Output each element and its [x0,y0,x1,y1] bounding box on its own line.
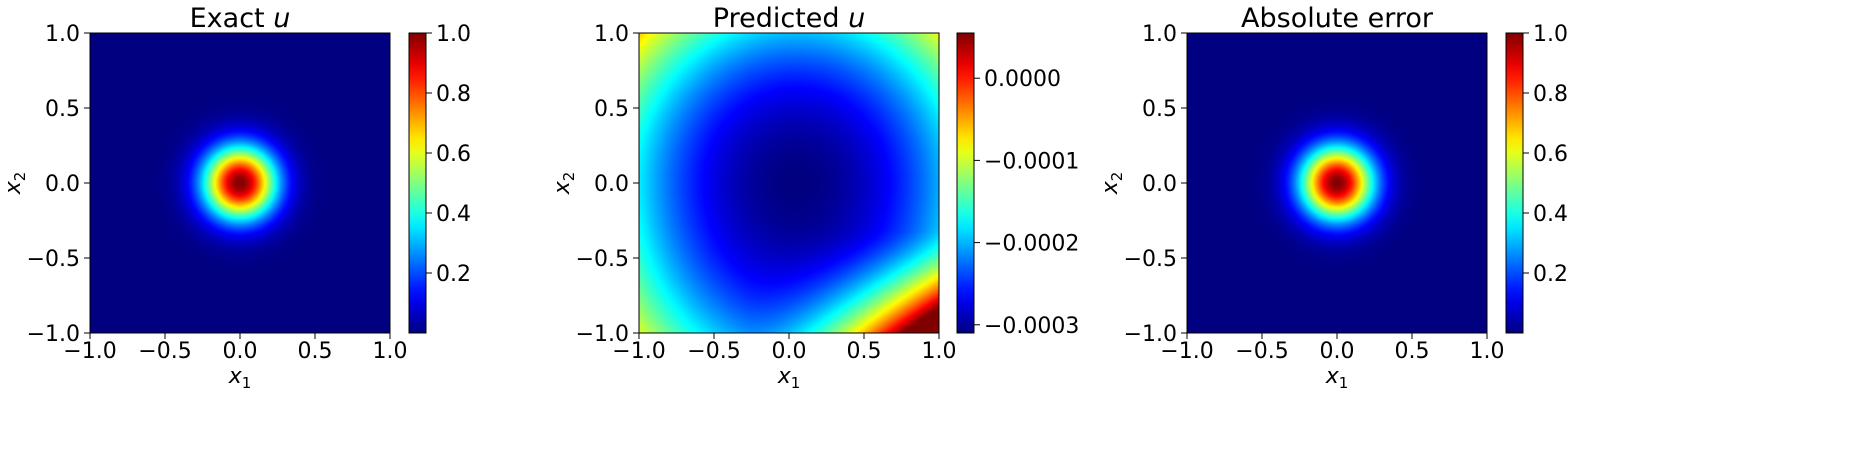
x-tick-label: 1.0 [373,339,408,364]
x-axis-label: x1 [1325,364,1349,392]
colorbar-frame [408,32,427,334]
colorbar-tick-label: 0.2 [436,262,471,287]
y-tick-label: 0.5 [594,97,629,122]
x-tick-label: −0.5 [1235,339,1288,364]
y-tick-label: 0.5 [1142,97,1177,122]
colorbar-tick-label: 0.6 [1533,142,1568,167]
x-tick-label: 1.0 [1470,339,1505,364]
y-tick-label: 0.0 [45,172,80,197]
y-tick-label: 0.5 [45,97,80,122]
panel-title: Exact u [190,3,291,34]
colorbar-tick-label: 1.0 [436,22,471,47]
panel-3: Absolute error −1.0 −0.5 0.0 0.5 1.0 −1.0 −0.5 0… [1098,3,1568,392]
panel-title-text: Absolute error [1241,3,1434,34]
colorbar-tick-label: 0.8 [436,82,471,107]
y-tick-label: 0.0 [594,172,629,197]
x-tick-label: −1.0 [612,339,665,364]
panel-2: Predicted u−1.0 −0.5 0.0 0.5 1.0−1.0−0.50.00… [550,3,1079,392]
colorbar-frame [1505,32,1524,334]
x-tick-label: 0.5 [298,339,333,364]
colorbar-tick-label: 0.6 [436,142,471,167]
x-axis-label: x1 [777,364,801,392]
panel-title-variable: u [848,3,865,34]
x-tick-label: −1.0 [1160,339,1213,364]
y-tick-label: −0.5 [1124,247,1177,272]
y-tick-label: −0.5 [27,247,80,272]
colorbar-tick-label: 0.0000 [984,67,1061,92]
colorbar-tick-label: 0.4 [436,202,471,227]
colorbar [957,33,974,333]
panel-title-text: Exact [190,3,274,34]
x-tick-label: 0.5 [1395,339,1430,364]
heatmap-image [639,33,939,333]
y-tick-label: −1.0 [27,322,80,347]
panel-title: Absolute error [1241,3,1434,34]
heatmap-image [90,33,390,333]
colorbar [1506,33,1523,333]
y-tick-label: −1.0 [1124,322,1177,347]
x-tick-label: −1.0 [63,339,116,364]
panel-title: Predicted u [713,3,865,34]
heatmap-image [1187,33,1487,333]
x-tick-label: 0.5 [847,339,882,364]
panel-title-variable: u [273,3,290,34]
colorbar-tick-label: 1.0 [1533,22,1568,47]
y-tick-label: −0.5 [576,247,629,272]
y-tick-label: 1.0 [594,22,629,47]
x-tick-label: −0.5 [138,339,191,364]
x-tick-label: 0.0 [772,339,807,364]
y-axis-label: x2 [1,172,29,196]
panel-title-text: Predicted [713,3,848,34]
colorbar-tick-label: 0.4 [1533,202,1568,227]
colorbar-tick-label: 0.2 [1533,262,1568,287]
colorbar-tick-label: −0.0001 [984,149,1079,174]
colorbar-tick-label: −0.0003 [984,314,1079,339]
y-tick-label: −1.0 [576,322,629,347]
x-axis-label: x1 [228,364,252,392]
y-tick-label: 1.0 [1142,22,1177,47]
y-tick-label: 0.0 [1142,172,1177,197]
colorbar-frame [956,32,975,334]
colorbar-tick-label: −0.0002 [984,232,1079,257]
y-axis-label: x2 [1098,172,1126,196]
colorbar [409,33,426,333]
x-tick-label: 0.0 [1320,339,1355,364]
x-tick-label: 1.0 [922,339,957,364]
x-tick-label: 0.0 [223,339,258,364]
panel-1: Exact u −1.0 −0.5 0.0 0.5 1.0 −1.0 −0.5 0.0 0.5 1.… [1,3,471,392]
y-tick-label: 1.0 [45,22,80,47]
y-axis-label: x2 [550,172,578,196]
x-tick-label: −0.5 [687,339,740,364]
colorbar-tick-label: 0.8 [1533,82,1568,107]
